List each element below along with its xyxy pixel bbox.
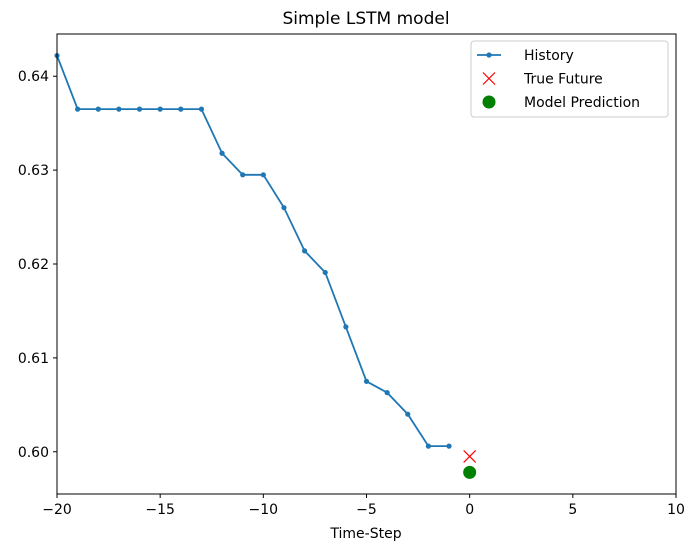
history-point: [385, 390, 390, 395]
y-tick-label: 0.64: [18, 69, 49, 85]
history-point: [137, 107, 142, 112]
x-tick-label: −20: [42, 502, 72, 518]
y-axis: 0.60 0.61 0.62 0.63 0.64: [18, 69, 57, 461]
y-tick-label: 0.61: [18, 351, 49, 367]
y-tick-label: 0.62: [18, 257, 49, 273]
plot-area: [54, 53, 476, 479]
x-tick-label: 5: [568, 502, 577, 518]
true-future-marker: [464, 450, 476, 462]
x-axis: −20 −15 −10 −5 0 5 10: [42, 494, 685, 518]
chart-title: Simple LSTM model: [282, 9, 449, 29]
history-line: [57, 56, 449, 447]
legend-model-prediction-swatch: [483, 96, 496, 109]
history-point: [323, 270, 328, 275]
x-tick-label: −10: [249, 502, 279, 518]
history-point: [178, 107, 183, 112]
legend: History True Future Model Prediction: [471, 41, 668, 117]
y-tick-label: 0.63: [18, 163, 49, 179]
x-tick-label: 10: [667, 502, 685, 518]
history-point: [426, 444, 431, 449]
model-prediction-marker: [463, 466, 476, 479]
history-point: [446, 444, 451, 449]
history-point: [364, 379, 369, 384]
x-tick-label: 0: [465, 502, 474, 518]
history-point: [75, 107, 80, 112]
history-point: [158, 107, 163, 112]
history-point: [199, 107, 204, 112]
history-point: [261, 172, 266, 177]
history-point: [116, 107, 121, 112]
x-axis-label: Time-Step: [329, 526, 401, 542]
history-point: [219, 151, 224, 156]
history-point: [343, 324, 348, 329]
y-tick-label: 0.60: [18, 445, 49, 461]
history-point: [240, 172, 245, 177]
legend-label: True Future: [523, 72, 603, 88]
legend-label: History: [524, 48, 574, 64]
history-point: [96, 107, 101, 112]
history-point: [302, 248, 307, 253]
legend-label: Model Prediction: [524, 95, 640, 111]
x-tick-label: −5: [356, 502, 377, 518]
history-point: [281, 205, 286, 210]
history-point: [405, 412, 410, 417]
legend-history-dot: [486, 52, 491, 57]
x-tick-label: −15: [145, 502, 175, 518]
